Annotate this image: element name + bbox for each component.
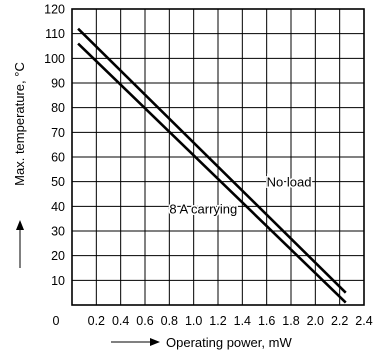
annotation-no-load: No load	[267, 175, 312, 190]
x-tick-label: 1.2	[209, 314, 226, 328]
x-axis-label: Operating power, mW	[166, 335, 292, 350]
x-axis-label-group: Operating power, mW	[111, 335, 292, 350]
y-tick-label: 90	[51, 77, 65, 91]
y-axis-label-group: Max. temperature, °C	[12, 62, 27, 268]
x-tick-label: 0.2	[88, 314, 105, 328]
series-line	[77, 27, 347, 294]
y-tick-label: 70	[51, 126, 65, 140]
x-tick-label: 1.0	[185, 314, 202, 328]
y-axis-label: Max. temperature, °C	[12, 62, 27, 186]
series-lines	[77, 27, 347, 304]
y-tick-label: 60	[51, 151, 65, 165]
x-tick-label: 2.2	[331, 314, 348, 328]
x-tick-label: 0.4	[112, 314, 129, 328]
x-tick-label: 1.8	[282, 314, 299, 328]
x-tick-label: 1.6	[258, 314, 275, 328]
x-tick-label: 2.0	[307, 314, 324, 328]
y-tick-label: 40	[51, 200, 65, 214]
y-tick-label: 100	[44, 52, 65, 66]
y-tick-label: 120	[44, 3, 65, 17]
y-tick-label: 50	[51, 175, 65, 189]
y-tick-label: 20	[51, 249, 65, 263]
x-tick-labels: 0.2 0.4 0.6 0.8 1.0 1.2 1.4 1.6 1.8 2.0 2.2 2.4	[88, 314, 373, 328]
annotation-8a-carrying: 8 A carrying	[169, 202, 237, 217]
x-origin-label: 0	[53, 314, 60, 328]
y-tick-label: 30	[51, 225, 65, 239]
grid	[72, 9, 364, 305]
x-tick-label: 0.8	[161, 314, 178, 328]
series-line	[77, 42, 347, 304]
y-tick-label: 80	[51, 101, 65, 115]
x-axis-arrow-head	[150, 338, 160, 346]
y-tick-label: 110	[45, 27, 65, 41]
x-tick-label: 2.4	[355, 314, 372, 328]
x-tick-label: 0.6	[136, 314, 153, 328]
y-tick-labels: 10 20 30 40 50 60 70 80 90 100 110 120	[44, 3, 65, 288]
plot-frame	[71, 8, 365, 306]
x-tick-label: 1.4	[234, 314, 251, 328]
y-axis-arrow-head	[16, 220, 24, 230]
y-tick-label: 10	[51, 274, 65, 288]
